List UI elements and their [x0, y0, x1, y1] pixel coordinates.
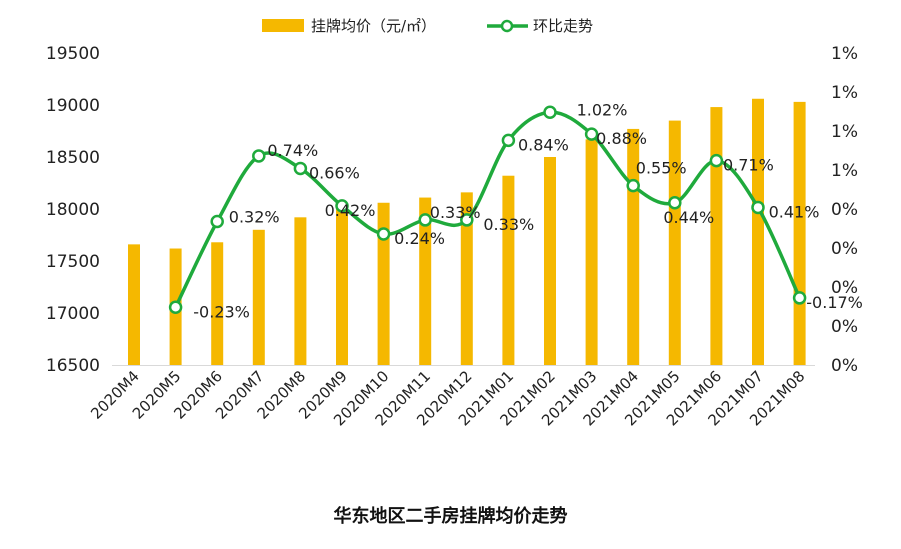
right-tick-label: 0% — [831, 200, 858, 220]
series-line — [174, 110, 802, 309]
bar — [793, 101, 806, 365]
data-label: 0.32% — [229, 207, 280, 226]
legend-label-line: 环比走势 — [533, 17, 593, 35]
line-marker — [751, 200, 765, 215]
line-marker — [543, 105, 557, 120]
right-tick-label: 1% — [831, 122, 858, 142]
bar — [377, 202, 390, 365]
right-tick-label: 0% — [831, 278, 858, 298]
x-axis: 2020M42020M52020M62020M72020M82020M92020… — [87, 365, 815, 429]
data-label: 0.42% — [325, 201, 376, 220]
left-tick-label: 17500 — [46, 252, 100, 272]
data-label: 0.24% — [394, 229, 445, 248]
bar-series — [128, 98, 806, 365]
data-label: 0.33% — [483, 215, 534, 234]
line-marker — [709, 153, 724, 168]
bar — [294, 217, 307, 365]
data-label: 0.33% — [430, 203, 481, 222]
right-tick-label: 0% — [831, 356, 858, 376]
data-label: 0.55% — [636, 159, 687, 178]
right-tick-label: 1% — [831, 44, 858, 64]
left-tick-label: 19000 — [46, 96, 100, 116]
bar — [502, 175, 515, 365]
right-tick-label: 1% — [831, 83, 858, 103]
line-marker — [584, 127, 599, 141]
line-marker — [252, 149, 266, 163]
data-label: -0.17% — [806, 293, 863, 312]
left-tick-label: 18500 — [46, 148, 100, 168]
right-axis: 0% 0% 0% 0% 0% 1% 1% 1% 1% — [831, 44, 858, 376]
left-tick-label: 17000 — [46, 304, 100, 324]
line-marker — [792, 291, 807, 305]
data-label: 0.71% — [723, 156, 774, 175]
data-label: 0.66% — [309, 163, 360, 182]
left-tick-label: 18000 — [46, 200, 100, 220]
data-label: 0.41% — [769, 202, 820, 221]
data-label: 0.84% — [518, 135, 569, 154]
bar — [419, 197, 432, 365]
data-label: 0.74% — [267, 141, 318, 160]
bar — [211, 242, 224, 365]
bar — [336, 206, 348, 365]
line-marker — [626, 178, 640, 193]
right-tick-label: 1% — [831, 161, 858, 181]
bar — [460, 192, 473, 365]
legend: 挂牌均价（元/㎡） 环比走势 — [262, 17, 593, 35]
line-marker — [668, 196, 682, 210]
right-tick-label: 0% — [831, 317, 858, 337]
data-label: 0.44% — [663, 208, 714, 227]
line-marker — [210, 214, 224, 229]
line-marker — [460, 213, 474, 227]
left-tick-label: 19500 — [46, 44, 100, 64]
left-tick-label: 16500 — [46, 356, 100, 376]
line-marker — [501, 133, 516, 148]
bar — [585, 139, 598, 365]
left-axis: 16500 17000 17500 18000 18500 19000 19500 — [46, 44, 100, 376]
line-marker — [168, 300, 183, 315]
data-labels: -0.23% 0.32% 0.74% 0.66% 0.42% 0.24% 0.33%0.33… — [193, 100, 863, 321]
line-series — [168, 105, 807, 315]
line-marker — [335, 199, 349, 213]
line-marker — [293, 161, 308, 176]
bar — [128, 244, 140, 365]
legend-swatch-marker — [500, 19, 514, 33]
bar — [544, 157, 556, 365]
bar — [752, 98, 764, 365]
right-tick-label: 0% — [831, 239, 858, 259]
bar — [252, 229, 265, 365]
legend-swatch-bar — [262, 19, 304, 32]
line-marker — [418, 213, 432, 227]
legend-label-bar: 挂牌均价（元/㎡） — [311, 17, 436, 35]
bar — [668, 120, 681, 365]
data-label: -0.23% — [193, 302, 250, 321]
line-marker — [376, 227, 391, 241]
bar — [710, 107, 723, 365]
data-label: 0.88% — [596, 129, 647, 148]
data-label: 1.02% — [577, 100, 628, 119]
chart-title: 华东地区二手房挂牌均价走势 — [333, 506, 568, 527]
